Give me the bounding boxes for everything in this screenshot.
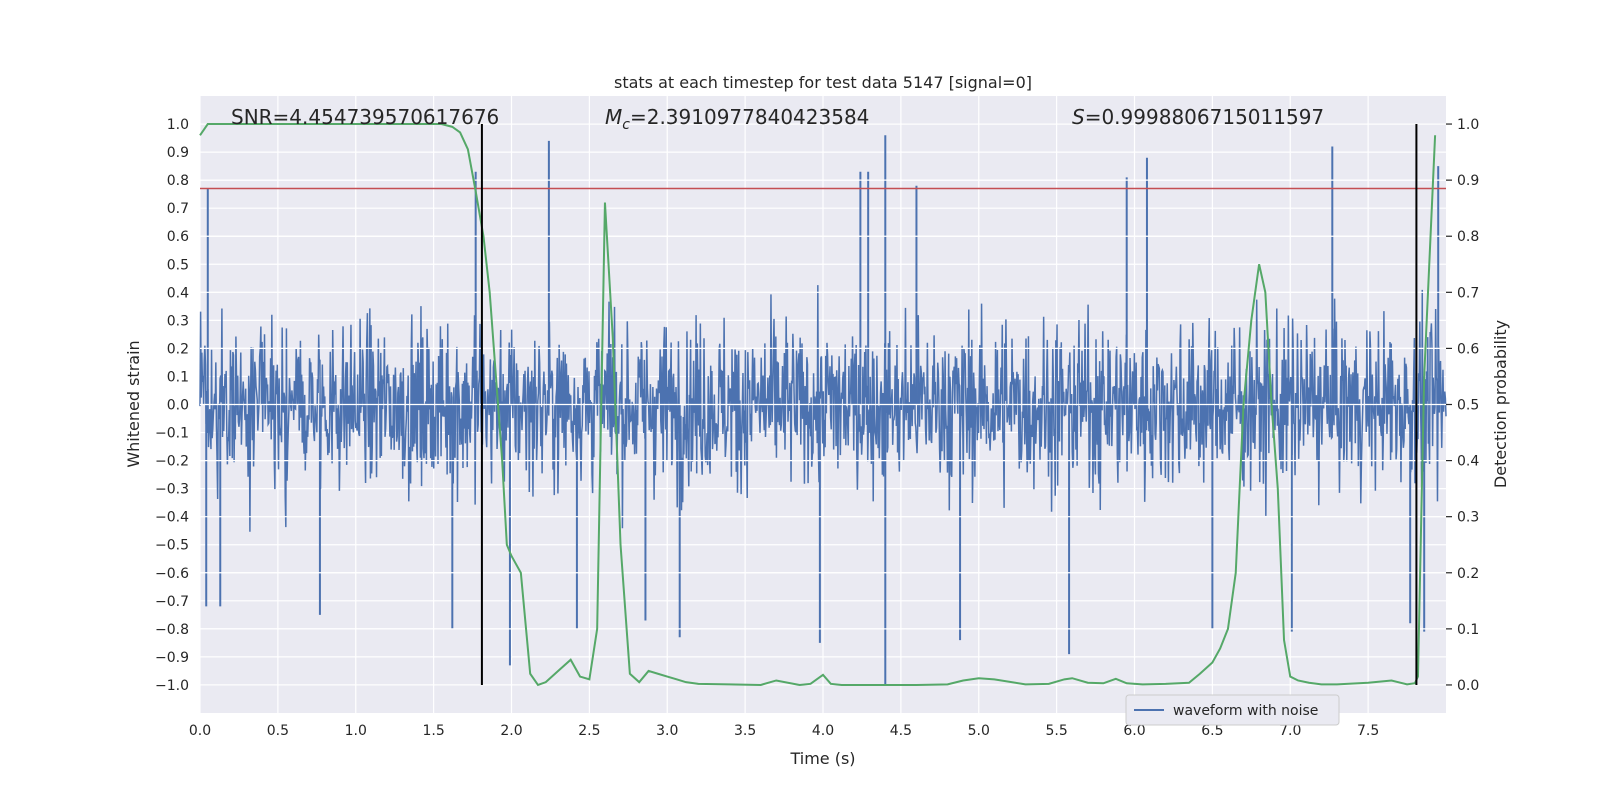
y-tick-label: −0.1	[155, 426, 189, 442]
y-tick-label: −0.5	[155, 538, 189, 554]
y-tick-label: −0.7	[155, 594, 189, 610]
chirp-mass-subscript: c	[622, 117, 630, 133]
y-tick-label: 0.7	[167, 201, 189, 217]
x-tick-label: 2.0	[500, 723, 522, 739]
x-tick-label: 0.5	[267, 723, 289, 739]
y-tick-label: 0.3	[167, 313, 189, 329]
y-right-tick-label: 0.0	[1457, 678, 1479, 694]
x-tick-label: 2.5	[578, 723, 600, 739]
x-tick-label: 4.5	[890, 723, 912, 739]
y-axis-label: Whitened strain	[124, 340, 143, 467]
x-tick-label: 7.5	[1357, 723, 1379, 739]
score-symbol: S	[1072, 105, 1085, 129]
y-right-axis-ticks: 1.0 0.9 0.8 0.7 0.6 0.5 0.4 0.3 0.2 0.1 0.0	[1446, 117, 1479, 694]
detection-probability-series	[199, 123, 1437, 687]
y-tick-label: −0.6	[155, 566, 189, 582]
y-right-tick-label: 0.5	[1457, 398, 1479, 414]
x-tick-label: 1.5	[422, 723, 444, 739]
chirp-mass-annotation: Mc=2.3910977840423584	[605, 105, 869, 133]
x-axis-ticks: 0.0 0.5 1.0 1.5 2.0 2.5 3.0 3.5 4.0 4.5 5.0 5.5 6.0 6…	[189, 723, 1379, 739]
x-tick-label: 1.0	[345, 723, 367, 739]
y-tick-label: −0.8	[155, 622, 189, 638]
x-tick-label: 4.0	[812, 723, 834, 739]
y-tick-label: 0.6	[167, 229, 189, 245]
y-right-tick-label: 0.7	[1457, 285, 1479, 301]
y-right-tick-label: 0.9	[1457, 173, 1479, 189]
chart-title: stats at each timestep for test data 514…	[614, 73, 1032, 92]
y-tick-label: 0.9	[167, 145, 189, 161]
y-tick-label: −0.2	[155, 454, 189, 470]
x-tick-label: 5.0	[968, 723, 990, 739]
y-right-tick-label: 1.0	[1457, 117, 1479, 133]
y-right-tick-label: 0.4	[1457, 454, 1479, 470]
y-tick-label: 0.5	[167, 257, 189, 273]
x-tick-label: 5.5	[1045, 723, 1067, 739]
x-tick-label: 3.0	[656, 723, 678, 739]
score-annotation: S=0.9998806715011597	[1072, 105, 1324, 129]
chirp-mass-value: =2.3910977840423584	[630, 105, 869, 129]
y-tick-label: 0.8	[167, 173, 189, 189]
waveform-line	[199, 285, 1447, 532]
y-tick-label: −0.9	[155, 650, 189, 666]
y-tick-label: −0.4	[155, 510, 189, 526]
y-right-tick-label: 0.3	[1457, 510, 1479, 526]
y-tick-label: 1.0	[167, 117, 189, 133]
vertical-markers	[480, 124, 1418, 685]
y-tick-label: −1.0	[155, 678, 189, 694]
legend-entry-label: waveform with noise	[1173, 703, 1318, 719]
chirp-mass-symbol: M	[605, 105, 622, 129]
score-value: =0.9998806715011597	[1085, 105, 1324, 129]
y-right-tick-label: 0.6	[1457, 341, 1479, 357]
x-tick-label: 6.0	[1123, 723, 1145, 739]
y-tick-label: −0.3	[155, 482, 189, 498]
y-right-axis-label: Detection probability	[1491, 320, 1510, 488]
legend: waveform with noise	[1125, 694, 1340, 726]
y-tick-label: 0.0	[167, 398, 189, 414]
legend-box	[1125, 694, 1340, 726]
x-tick-label: 7.0	[1279, 723, 1301, 739]
x-tick-label: 6.5	[1201, 723, 1223, 739]
y-tick-label: 0.4	[167, 285, 189, 301]
y-axis-ticks: 1.0 0.9 0.8 0.7 0.6 0.5 0.4 0.3 0.2 0.1 0.0 −0.1 −0.…	[155, 117, 189, 694]
waveform-series	[199, 135, 1447, 685]
x-tick-label: 3.5	[734, 723, 756, 739]
x-axis-label: Time (s)	[789, 749, 855, 768]
y-right-tick-label: 0.8	[1457, 229, 1479, 245]
y-right-tick-label: 0.1	[1457, 622, 1479, 638]
snr-annotation: SNR=4.454739570617676	[231, 105, 499, 129]
detection-probability-line	[199, 123, 1437, 687]
y-tick-label: 0.2	[167, 341, 189, 357]
x-tick-label: 0.0	[189, 723, 211, 739]
y-right-tick-label: 0.2	[1457, 566, 1479, 582]
y-tick-label: 0.1	[167, 369, 189, 385]
